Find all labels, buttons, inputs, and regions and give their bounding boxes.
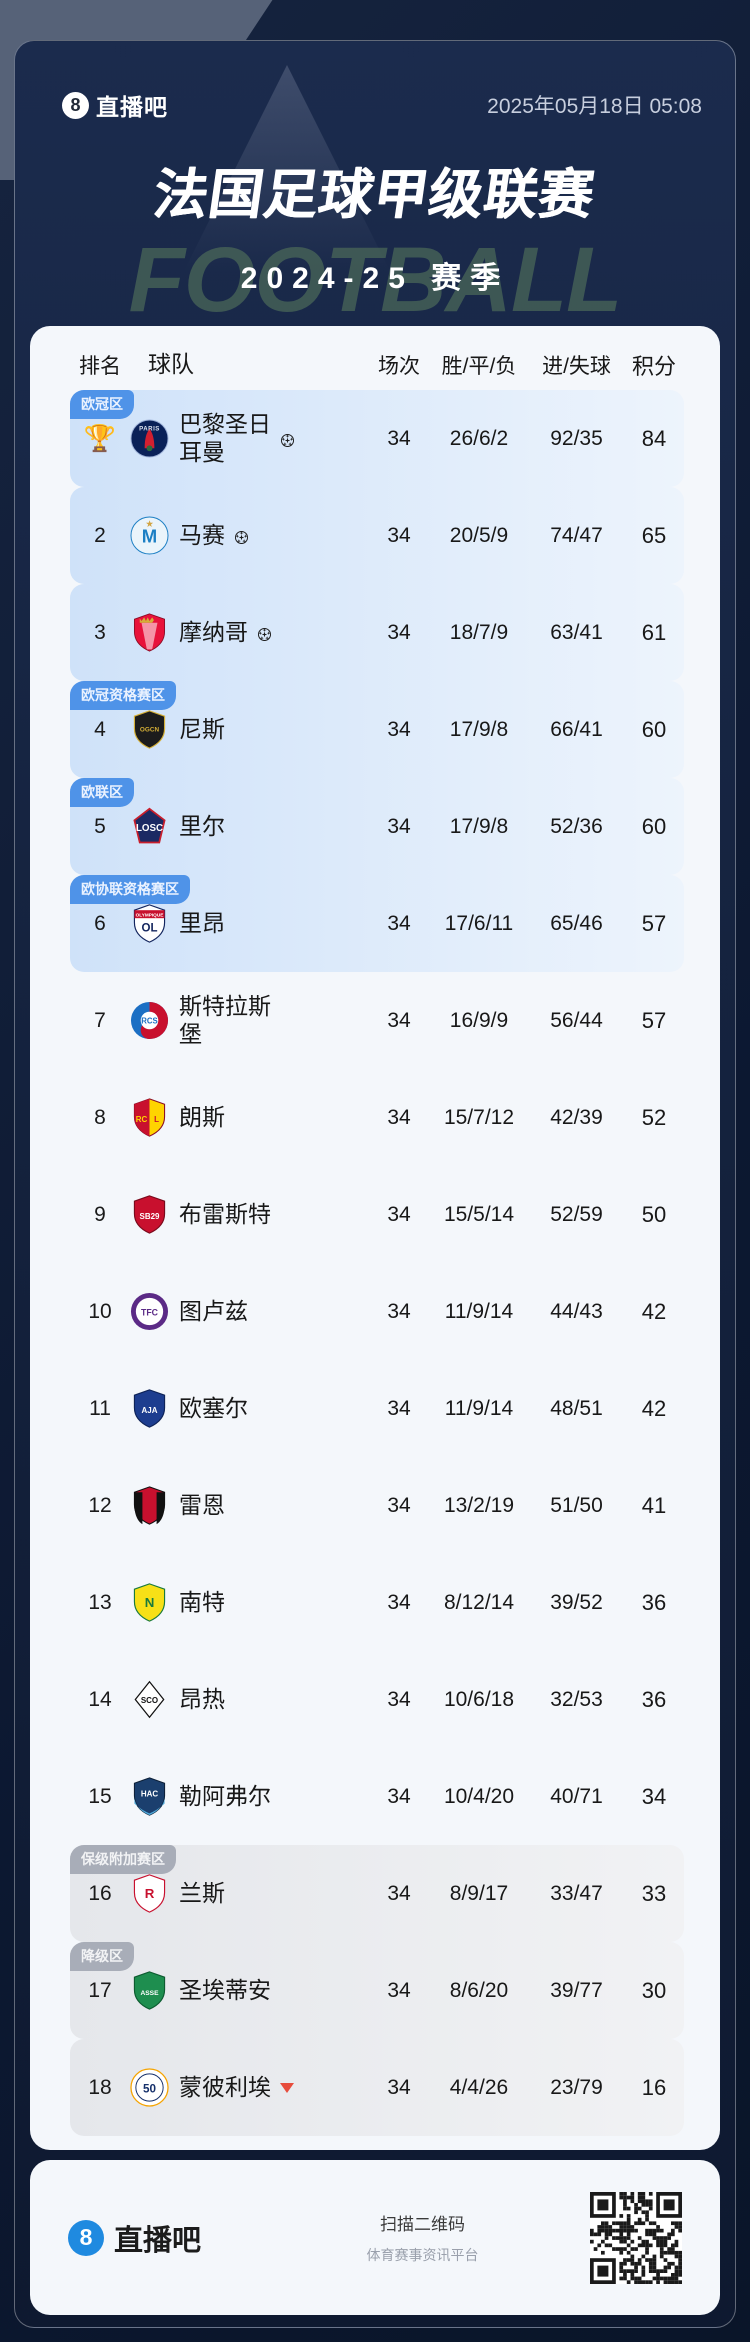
svg-text:OGCN: OGCN [140,726,160,733]
svg-text:SB29: SB29 [140,1212,161,1221]
svg-text:★: ★ [146,520,154,529]
svg-text:ASSE: ASSE [140,1990,159,1997]
svg-text:R: R [145,1886,155,1901]
svg-text:SCO: SCO [141,1696,158,1705]
svg-text:AJA: AJA [142,1406,158,1415]
svg-text:HAC: HAC [141,1790,159,1799]
svg-text:RC: RC [136,1115,148,1124]
svg-text:LOSC: LOSC [136,823,163,834]
svg-text:TFC: TFC [141,1307,159,1317]
svg-text:N: N [145,1595,155,1610]
svg-text:PARIS: PARIS [139,426,160,433]
svg-text:L: L [154,1115,159,1124]
svg-text:RCS: RCS [141,1016,157,1025]
svg-text:OL: OL [142,922,158,934]
svg-text:50: 50 [143,2082,157,2095]
svg-text:OLYMPIQUE: OLYMPIQUE [136,912,164,917]
